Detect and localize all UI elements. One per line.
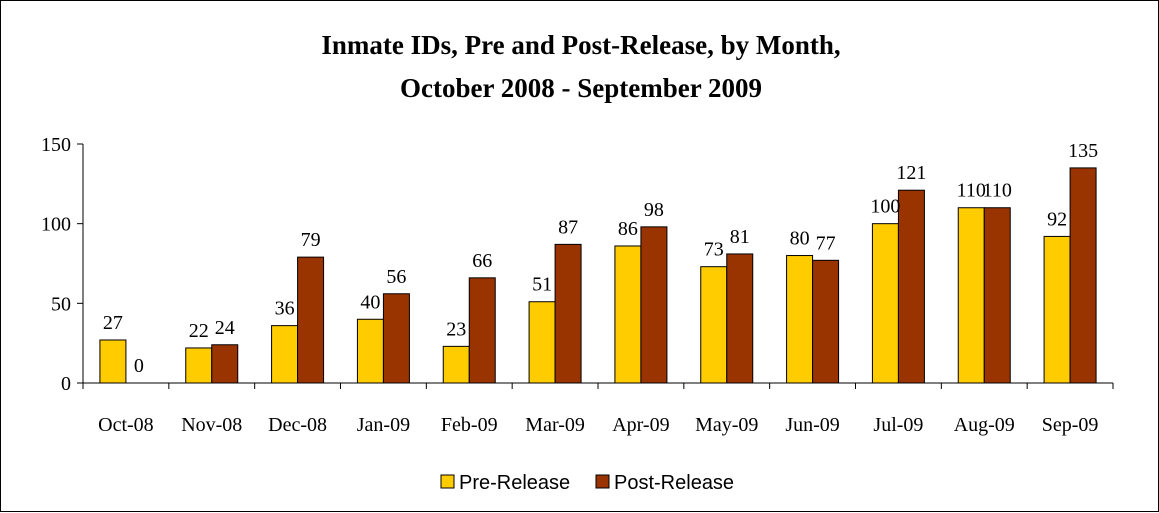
data-label: 81 <box>730 226 750 248</box>
data-label: 87 <box>558 216 578 238</box>
x-tick-label: Nov-08 <box>181 414 242 436</box>
legend-label-post-release: Post-Release <box>614 472 734 494</box>
x-tick-label: Mar-09 <box>525 414 585 436</box>
bar-pre-release <box>356 318 384 384</box>
data-label: 92 <box>1047 208 1067 230</box>
data-label: 80 <box>790 228 810 250</box>
bar-post-release <box>897 189 925 384</box>
data-label: 100 <box>870 196 900 218</box>
bar-post-release <box>983 207 1011 384</box>
data-label: 0 <box>134 355 144 377</box>
x-tick-label: Aug-09 <box>954 414 1015 436</box>
x-tick-label: Oct-08 <box>98 414 154 436</box>
data-label: 51 <box>532 274 552 296</box>
data-label: 110 <box>957 180 986 202</box>
x-tick-label: Dec-08 <box>268 414 327 436</box>
bar-post-release <box>812 259 840 384</box>
axes: 0 50 100 150 Oct-08 Nov-08 Dec-08 Jan-09 Feb-09 M… <box>41 134 1114 436</box>
bar-pre-release <box>185 347 213 384</box>
data-label: 79 <box>301 229 321 251</box>
x-tick-label: Apr-09 <box>612 414 669 436</box>
chart-title: Inmate IDs, Pre and Post-Release, by Mon… <box>321 30 840 60</box>
x-tick-label: Jun-09 <box>785 414 839 436</box>
x-tick-label: May-09 <box>695 414 758 436</box>
bar-post-release <box>382 293 410 384</box>
data-label: 98 <box>644 199 664 221</box>
legend: Pre-Release Post-Release <box>440 472 734 494</box>
chart-subtitle: October 2008 - September 2009 <box>400 73 762 103</box>
bar-pre-release <box>442 345 470 384</box>
bars <box>99 167 1097 384</box>
bar-post-release <box>554 243 582 384</box>
bar-pre-release <box>99 339 127 384</box>
bar-post-release <box>297 256 325 384</box>
data-label: 27 <box>103 312 123 334</box>
legend-label-pre-release: Pre-Release <box>459 472 570 494</box>
data-label: 40 <box>360 291 380 313</box>
data-label: 56 <box>386 266 406 288</box>
bar-post-release <box>468 277 496 384</box>
data-labels: 27 0 22 24 36 79 40 56 23 66 51 87 86 98 73 81 80 77 100 12… <box>103 140 1098 377</box>
y-tick-label: 0 <box>61 373 71 395</box>
data-label: 73 <box>704 239 724 261</box>
data-label: 23 <box>446 318 466 340</box>
bar-pre-release <box>1043 235 1071 384</box>
y-tick-label: 150 <box>41 134 71 156</box>
bar-pre-release <box>871 223 899 384</box>
data-label: 36 <box>275 298 295 320</box>
x-tick-label: Feb-09 <box>441 414 498 436</box>
bar-post-release <box>726 253 754 384</box>
bar-pre-release <box>786 255 814 384</box>
data-label: 66 <box>472 250 492 272</box>
bar-post-release <box>211 344 239 384</box>
x-tick-label: Sep-09 <box>1042 414 1099 436</box>
y-tick-label: 100 <box>41 214 71 236</box>
bar-pre-release <box>528 301 556 384</box>
bar-post-release <box>640 226 668 384</box>
x-tick-label: Jan-09 <box>357 414 410 436</box>
bar-post-release <box>1069 167 1097 384</box>
data-label: 86 <box>618 218 638 240</box>
legend-swatch-pre-release <box>440 474 455 489</box>
data-label: 22 <box>189 320 209 342</box>
bar-pre-release <box>271 325 299 384</box>
x-tick-label: Jul-09 <box>873 414 923 436</box>
bar-pre-release <box>614 245 642 384</box>
data-label: 135 <box>1068 140 1098 162</box>
data-label: 121 <box>896 162 926 184</box>
data-label: 110 <box>983 180 1012 202</box>
data-label: 77 <box>816 232 836 254</box>
y-tick-label: 50 <box>51 293 71 315</box>
bar-pre-release <box>700 266 728 384</box>
legend-swatch-post-release <box>595 474 610 489</box>
bar-pre-release <box>957 207 985 384</box>
data-label: 24 <box>215 317 235 339</box>
